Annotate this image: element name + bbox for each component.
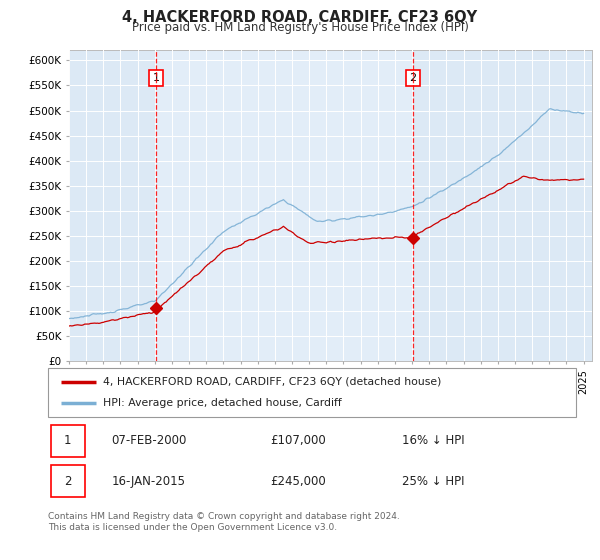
Text: 16% ↓ HPI: 16% ↓ HPI: [402, 434, 464, 447]
Text: £245,000: £245,000: [270, 474, 326, 488]
Text: 2: 2: [64, 474, 71, 488]
Text: 2: 2: [409, 73, 416, 83]
Text: 25% ↓ HPI: 25% ↓ HPI: [402, 474, 464, 488]
Text: 4, HACKERFORD ROAD, CARDIFF, CF23 6QY: 4, HACKERFORD ROAD, CARDIFF, CF23 6QY: [122, 10, 478, 25]
Text: 1: 1: [152, 73, 160, 83]
Text: 1: 1: [64, 434, 71, 447]
FancyBboxPatch shape: [50, 424, 85, 457]
Text: 4, HACKERFORD ROAD, CARDIFF, CF23 6QY (detached house): 4, HACKERFORD ROAD, CARDIFF, CF23 6QY (d…: [103, 377, 442, 387]
Text: Price paid vs. HM Land Registry's House Price Index (HPI): Price paid vs. HM Land Registry's House …: [131, 21, 469, 34]
Text: £107,000: £107,000: [270, 434, 326, 447]
Text: 07-FEB-2000: 07-FEB-2000: [112, 434, 187, 447]
Bar: [156, 50, 413, 361]
Text: Contains HM Land Registry data © Crown copyright and database right 2024.
This d: Contains HM Land Registry data © Crown c…: [48, 512, 400, 532]
FancyBboxPatch shape: [50, 465, 85, 497]
Text: 16-JAN-2015: 16-JAN-2015: [112, 474, 185, 488]
FancyBboxPatch shape: [48, 368, 576, 417]
Text: HPI: Average price, detached house, Cardiff: HPI: Average price, detached house, Card…: [103, 398, 342, 408]
